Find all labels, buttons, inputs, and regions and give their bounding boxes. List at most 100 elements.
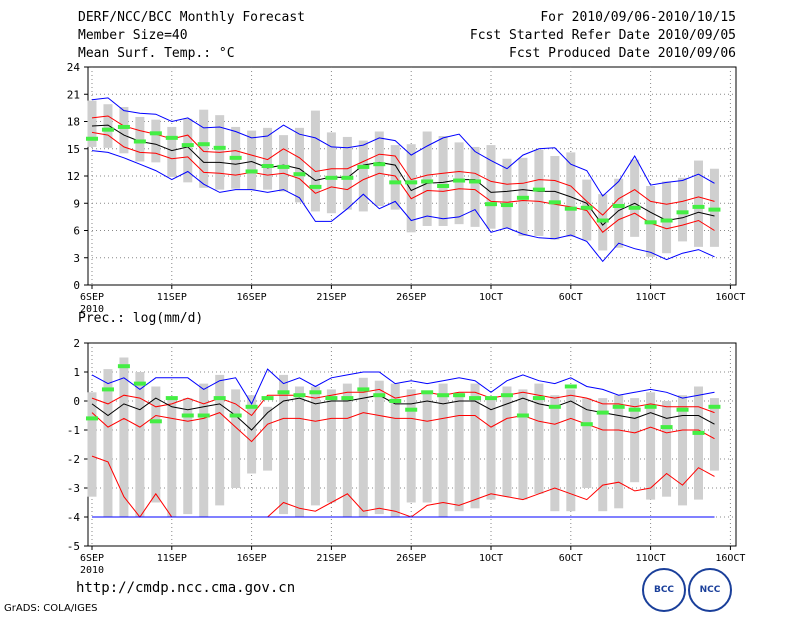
panel2-climatology-mark: [277, 390, 290, 395]
source-url[interactable]: http://cmdp.ncc.cma.gov.cn: [76, 580, 296, 596]
panel2-spread-box: [614, 395, 624, 509]
panel1-spread-box: [183, 118, 193, 183]
panel1-climatology-mark: [357, 164, 370, 169]
panel1-spread-box: [502, 158, 512, 229]
panel2-line-lower-spread: [91, 412, 715, 443]
panel1-climatology-mark: [389, 180, 402, 185]
panel2-xtick-label: 21SEP: [316, 553, 346, 564]
panel2-spread-box: [279, 374, 289, 515]
panel2-climatology-mark: [133, 381, 146, 386]
panel1-climatology-mark: [612, 203, 625, 208]
panel2-spread-box: [422, 392, 432, 503]
panel2-climatology-mark: [437, 393, 450, 398]
panel2-climatology-mark: [660, 425, 673, 430]
panel2-spread-box: [582, 398, 592, 488]
panel2-climatology-mark: [389, 399, 402, 403]
panel2-climatology-mark: [245, 404, 258, 409]
panel2-climatology-mark: [165, 396, 178, 401]
panel1-climatology-mark: [373, 162, 386, 167]
panel2-climatology-mark: [405, 407, 418, 412]
panel2-spread-box: [231, 389, 241, 488]
panel2-xtick-label: 16SEP: [237, 553, 267, 564]
panel2-spread-box: [630, 398, 640, 483]
panel1-climatology-mark: [532, 187, 545, 192]
panel1-spread-box: [662, 181, 672, 254]
panel2-xtick-label: 26SEP: [396, 553, 426, 564]
panel2-spread-box: [326, 389, 336, 503]
panel2-xtick-label: 11SEP: [157, 553, 187, 564]
panel2-climatology-mark: [101, 387, 114, 392]
start-date: Fcst Started Refer Date 2010/09/05: [469, 28, 736, 43]
panel2-spread-box: [310, 386, 320, 506]
panel1-line-upper-spread: [91, 115, 715, 216]
panel2-climatology-mark: [485, 396, 498, 401]
panel1-ytick-label: 0: [73, 279, 80, 292]
panel1-xtick-label: 11OCT: [636, 292, 666, 303]
panel2-spread-box: [662, 401, 672, 497]
panel2-spread-box: [390, 383, 400, 517]
panel2-xtick-label: 16OCT: [715, 553, 745, 564]
panel2-climatology-mark: [213, 396, 226, 401]
panel2-xtick-label: 11OCT: [636, 553, 666, 564]
panel1-spread-box: [87, 100, 97, 147]
panel2-xtick-label: 6SEP: [80, 553, 104, 564]
panel1-ytick-label: 9: [73, 197, 80, 210]
panel2-climatology-mark: [293, 393, 306, 398]
panel1-climatology-mark: [708, 207, 721, 212]
panel2-spread-box: [183, 398, 193, 515]
ncc-logo: NCC: [688, 568, 732, 612]
panel2-climatology-mark: [580, 422, 593, 427]
panel2-spread-box: [550, 395, 560, 512]
panel2-climatology-mark: [117, 364, 130, 369]
panel1-spread-box: [310, 110, 320, 212]
panel1-spread-box: [566, 152, 576, 237]
panel2-spread-box: [709, 398, 719, 471]
panel2-spread-box: [294, 386, 304, 517]
panel2-spread-box: [693, 386, 703, 500]
panel2-spread-box: [342, 383, 352, 517]
panel1-spread-box: [103, 104, 113, 148]
panel1-climatology-mark: [229, 155, 242, 160]
panel2-ytick-label: 0: [73, 395, 80, 408]
panel2-spread-box: [167, 398, 177, 517]
panel2-spread-box: [598, 398, 608, 512]
panel2-spread-box: [87, 392, 97, 497]
panel2-spread-box: [518, 389, 528, 500]
panel1-spread-box: [167, 126, 177, 177]
panel2-climatology-mark: [692, 430, 705, 435]
panel1-spread-box: [406, 144, 416, 233]
panel1-ytick-label: 18: [67, 116, 80, 129]
panel1-spread-box: [438, 136, 448, 226]
panel2-spread-box: [438, 383, 448, 517]
panel1-climatology-mark: [117, 124, 130, 129]
panel1-climatology-mark: [548, 200, 561, 205]
panel2-spread-box: [358, 377, 368, 517]
panel1-climatology-mark: [277, 164, 290, 169]
panel1-climatology-mark: [516, 195, 529, 200]
panel1-ytick-label: 15: [67, 143, 80, 156]
panel2-climatology-mark: [469, 396, 482, 401]
panel2-line-ensemble-max: [91, 368, 715, 405]
panel1-spread-box: [614, 178, 624, 248]
panel2-climatology-mark: [644, 404, 657, 409]
panel2-spread-box: [566, 389, 576, 512]
produced-date: Fcst Produced Date 2010/09/06: [509, 46, 736, 61]
panel1-climatology-mark: [245, 169, 258, 174]
panel2-spread-box: [151, 386, 161, 503]
panel1-line-lower-spread: [91, 131, 715, 234]
panel2-climatology-mark: [453, 393, 466, 398]
panel2-climatology-mark: [85, 416, 98, 421]
panel2-climatology-mark: [500, 393, 513, 398]
panel1-ytick-label: 21: [67, 88, 80, 101]
panel2-spread-box: [406, 389, 416, 503]
panel2-ytick-label: -3: [67, 482, 80, 495]
panel1-climatology-mark: [261, 164, 274, 169]
member-size: Member Size=40: [78, 28, 188, 43]
panel2-year-label: 2010: [80, 565, 104, 576]
panel2-climatology-mark: [548, 404, 561, 409]
panel1-xtick-label: 1OCT: [479, 292, 503, 303]
panel2-xtick-label: 1OCT: [479, 553, 503, 564]
panel2-climatology-mark: [261, 396, 274, 401]
panel1-climatology-mark: [85, 136, 98, 141]
